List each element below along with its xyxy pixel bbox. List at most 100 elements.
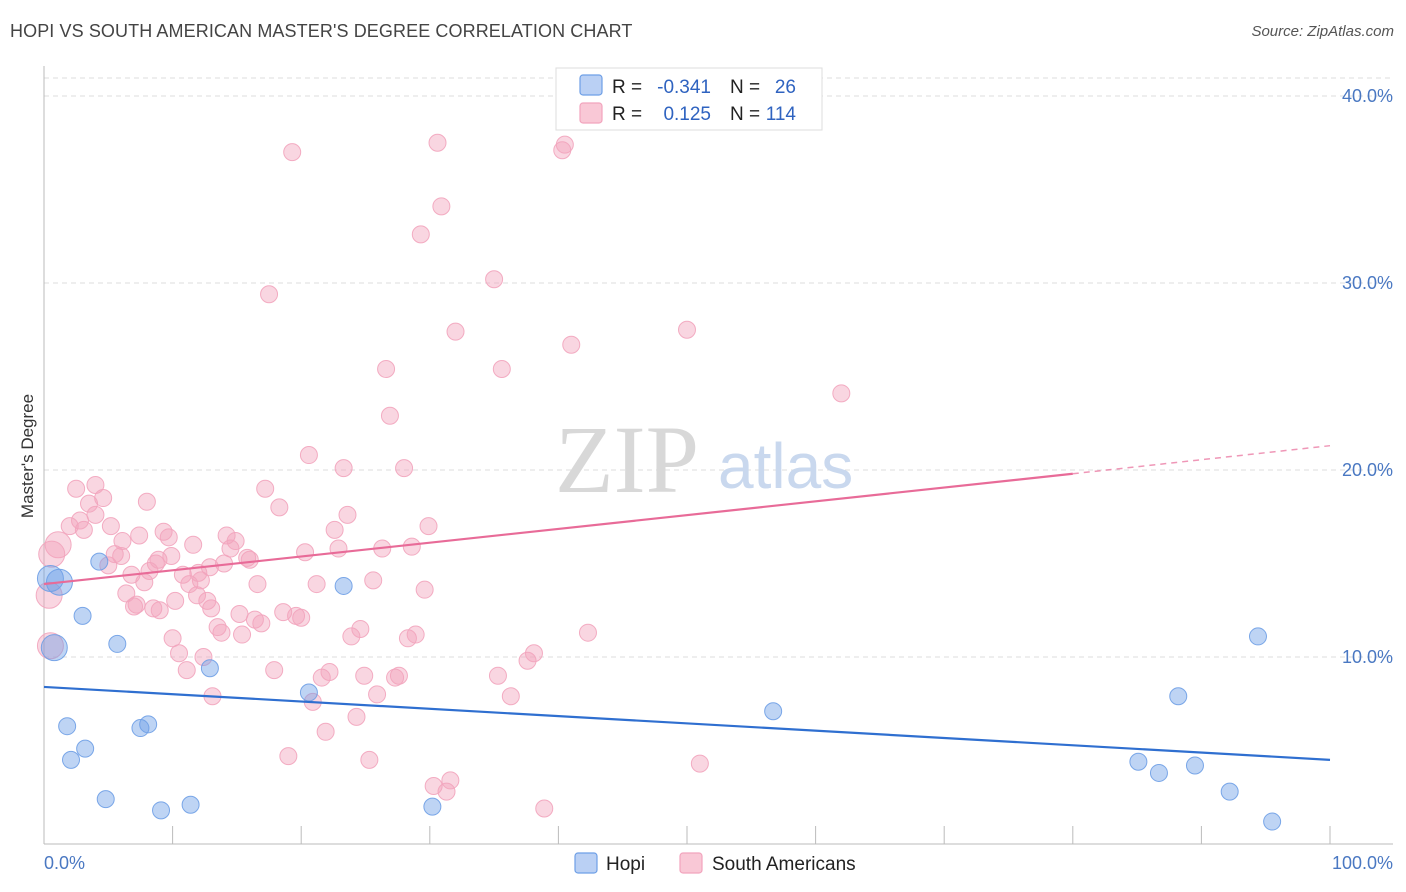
south-americans-point-4 bbox=[80, 494, 99, 513]
trend-lines bbox=[43, 444, 1331, 761]
south-americans-point-41 bbox=[230, 604, 249, 623]
south-americans-point-9 bbox=[101, 517, 120, 536]
south-americans-point-42 bbox=[233, 625, 252, 644]
y-tick-label-3: 40.0% bbox=[1342, 86, 1393, 106]
south-americans-point-47 bbox=[252, 614, 271, 633]
south-americans-trend-line bbox=[43, 472, 1073, 586]
south-americans-point-23 bbox=[159, 528, 178, 547]
legend-n-value-south-americans: 114 bbox=[766, 104, 797, 125]
x-tick-left: 0.0% bbox=[44, 853, 85, 873]
hopi-point-6 bbox=[58, 717, 77, 736]
grid-lines bbox=[44, 77, 1393, 658]
south-americans-point-7 bbox=[86, 505, 105, 524]
south-americans-point-92 bbox=[446, 322, 465, 341]
hopi-point-23 bbox=[1185, 756, 1204, 775]
bottom-legend-swatch-south-americans bbox=[679, 852, 703, 874]
south-americans-point-83 bbox=[406, 625, 425, 644]
x-tick-right: 100.0% bbox=[1332, 853, 1393, 873]
hopi-point-21 bbox=[1129, 752, 1148, 771]
south-americans-point-117 bbox=[202, 599, 221, 618]
hopi-point-22 bbox=[1149, 763, 1168, 782]
y-axis-label: Master's Degree bbox=[18, 394, 37, 518]
y-tick-label-1: 20.0% bbox=[1342, 460, 1393, 480]
south-americans-point-105 bbox=[690, 754, 709, 773]
south-americans-point-56 bbox=[292, 608, 311, 627]
south-americans-point-18 bbox=[137, 492, 156, 511]
south-americans-point-26 bbox=[170, 644, 189, 663]
south-americans-point-71 bbox=[355, 666, 374, 685]
south-americans-point-16 bbox=[130, 526, 149, 545]
south-americans-point-63 bbox=[320, 662, 339, 681]
south-americans-point-60 bbox=[307, 575, 326, 594]
south-americans-point-19 bbox=[144, 599, 163, 618]
south-americans-point-21 bbox=[150, 601, 169, 620]
south-americans-point-109 bbox=[71, 511, 90, 530]
south-americans-point-65 bbox=[329, 539, 348, 558]
hopi-point-16 bbox=[181, 795, 200, 814]
south-americans-point-80 bbox=[395, 459, 414, 478]
south-americans-point-51 bbox=[270, 498, 289, 517]
legend-box: R = -0.341 N = 26 R = 0.125 N = 114 bbox=[555, 67, 823, 131]
hopi-point-8 bbox=[139, 715, 158, 734]
hopi-point-19 bbox=[1169, 687, 1188, 706]
south-americans-point-48 bbox=[256, 479, 275, 498]
south-americans-point-68 bbox=[342, 627, 361, 646]
hopi-point-13 bbox=[62, 750, 81, 769]
legend-n-label-hopi: N = bbox=[730, 77, 760, 98]
legend-r-value-hopi: -0.341 bbox=[657, 77, 711, 98]
south-americans-point-58 bbox=[299, 446, 318, 465]
hopi-trend-line bbox=[43, 685, 1331, 761]
south-americans-point-108 bbox=[44, 531, 72, 559]
south-americans-point-112 bbox=[127, 595, 146, 614]
south-americans-point-67 bbox=[338, 505, 357, 524]
south-americans-point-102 bbox=[562, 335, 581, 354]
hopi-point-5 bbox=[108, 634, 127, 653]
south-americans-point-99 bbox=[535, 799, 554, 818]
south-americans-point-15 bbox=[125, 597, 144, 616]
south-americans-point-12 bbox=[113, 532, 132, 551]
south-americans-point-22 bbox=[154, 522, 173, 541]
south-americans-point-28 bbox=[177, 661, 196, 680]
hopi-point-17 bbox=[423, 797, 442, 816]
legend-swatch-south-americans bbox=[579, 102, 603, 124]
south-americans-point-82 bbox=[402, 537, 421, 556]
legend-n-label-south-americans: N = bbox=[730, 104, 760, 125]
south-americans-point-66 bbox=[334, 459, 353, 478]
hopi-point-14 bbox=[96, 790, 115, 809]
legend-r-label-south-americans: R = bbox=[612, 104, 642, 125]
south-americans-point-96 bbox=[501, 687, 520, 706]
south-americans-point-103 bbox=[578, 623, 597, 642]
south-americans-point-25 bbox=[166, 591, 185, 610]
south-americans-point-69 bbox=[347, 707, 366, 726]
south-americans-point-91 bbox=[441, 771, 460, 790]
south-americans-point-111 bbox=[112, 547, 131, 566]
south-americans-point-84 bbox=[411, 225, 430, 244]
south-americans-point-57 bbox=[296, 543, 315, 562]
y-tick-label-0: 10.0% bbox=[1342, 647, 1393, 667]
south-americans-point-44 bbox=[240, 550, 259, 569]
hopi-points bbox=[36, 552, 1282, 831]
south-americans-trend-extension bbox=[1072, 444, 1331, 475]
south-americans-point-6 bbox=[74, 520, 93, 539]
bottom-legend-label-hopi: Hopi bbox=[606, 854, 645, 875]
south-americans-point-30 bbox=[188, 586, 207, 605]
legend-r-value-south-americans: 0.125 bbox=[663, 104, 711, 125]
hopi-point-15 bbox=[152, 801, 171, 820]
south-americans-point-54 bbox=[283, 143, 302, 162]
y-tick-labels: 10.0% 20.0% 30.0% 40.0% bbox=[1342, 86, 1393, 667]
south-americans-point-5 bbox=[67, 479, 86, 498]
south-americans-point-10 bbox=[86, 475, 105, 494]
legend-r-label-hopi: R = bbox=[612, 77, 642, 98]
south-americans-point-62 bbox=[316, 722, 335, 741]
south-americans-point-89 bbox=[432, 197, 451, 216]
south-americans-point-24 bbox=[162, 547, 181, 566]
south-americans-point-98 bbox=[524, 644, 543, 663]
south-americans-point-50 bbox=[265, 661, 284, 680]
south-americans-point-73 bbox=[364, 571, 383, 590]
hopi-point-11 bbox=[334, 576, 353, 595]
hopi-point-4 bbox=[90, 552, 109, 571]
south-americans-point-97 bbox=[518, 651, 537, 670]
legend-n-value-hopi: 26 bbox=[775, 77, 796, 98]
south-americans-point-32 bbox=[194, 648, 213, 666]
